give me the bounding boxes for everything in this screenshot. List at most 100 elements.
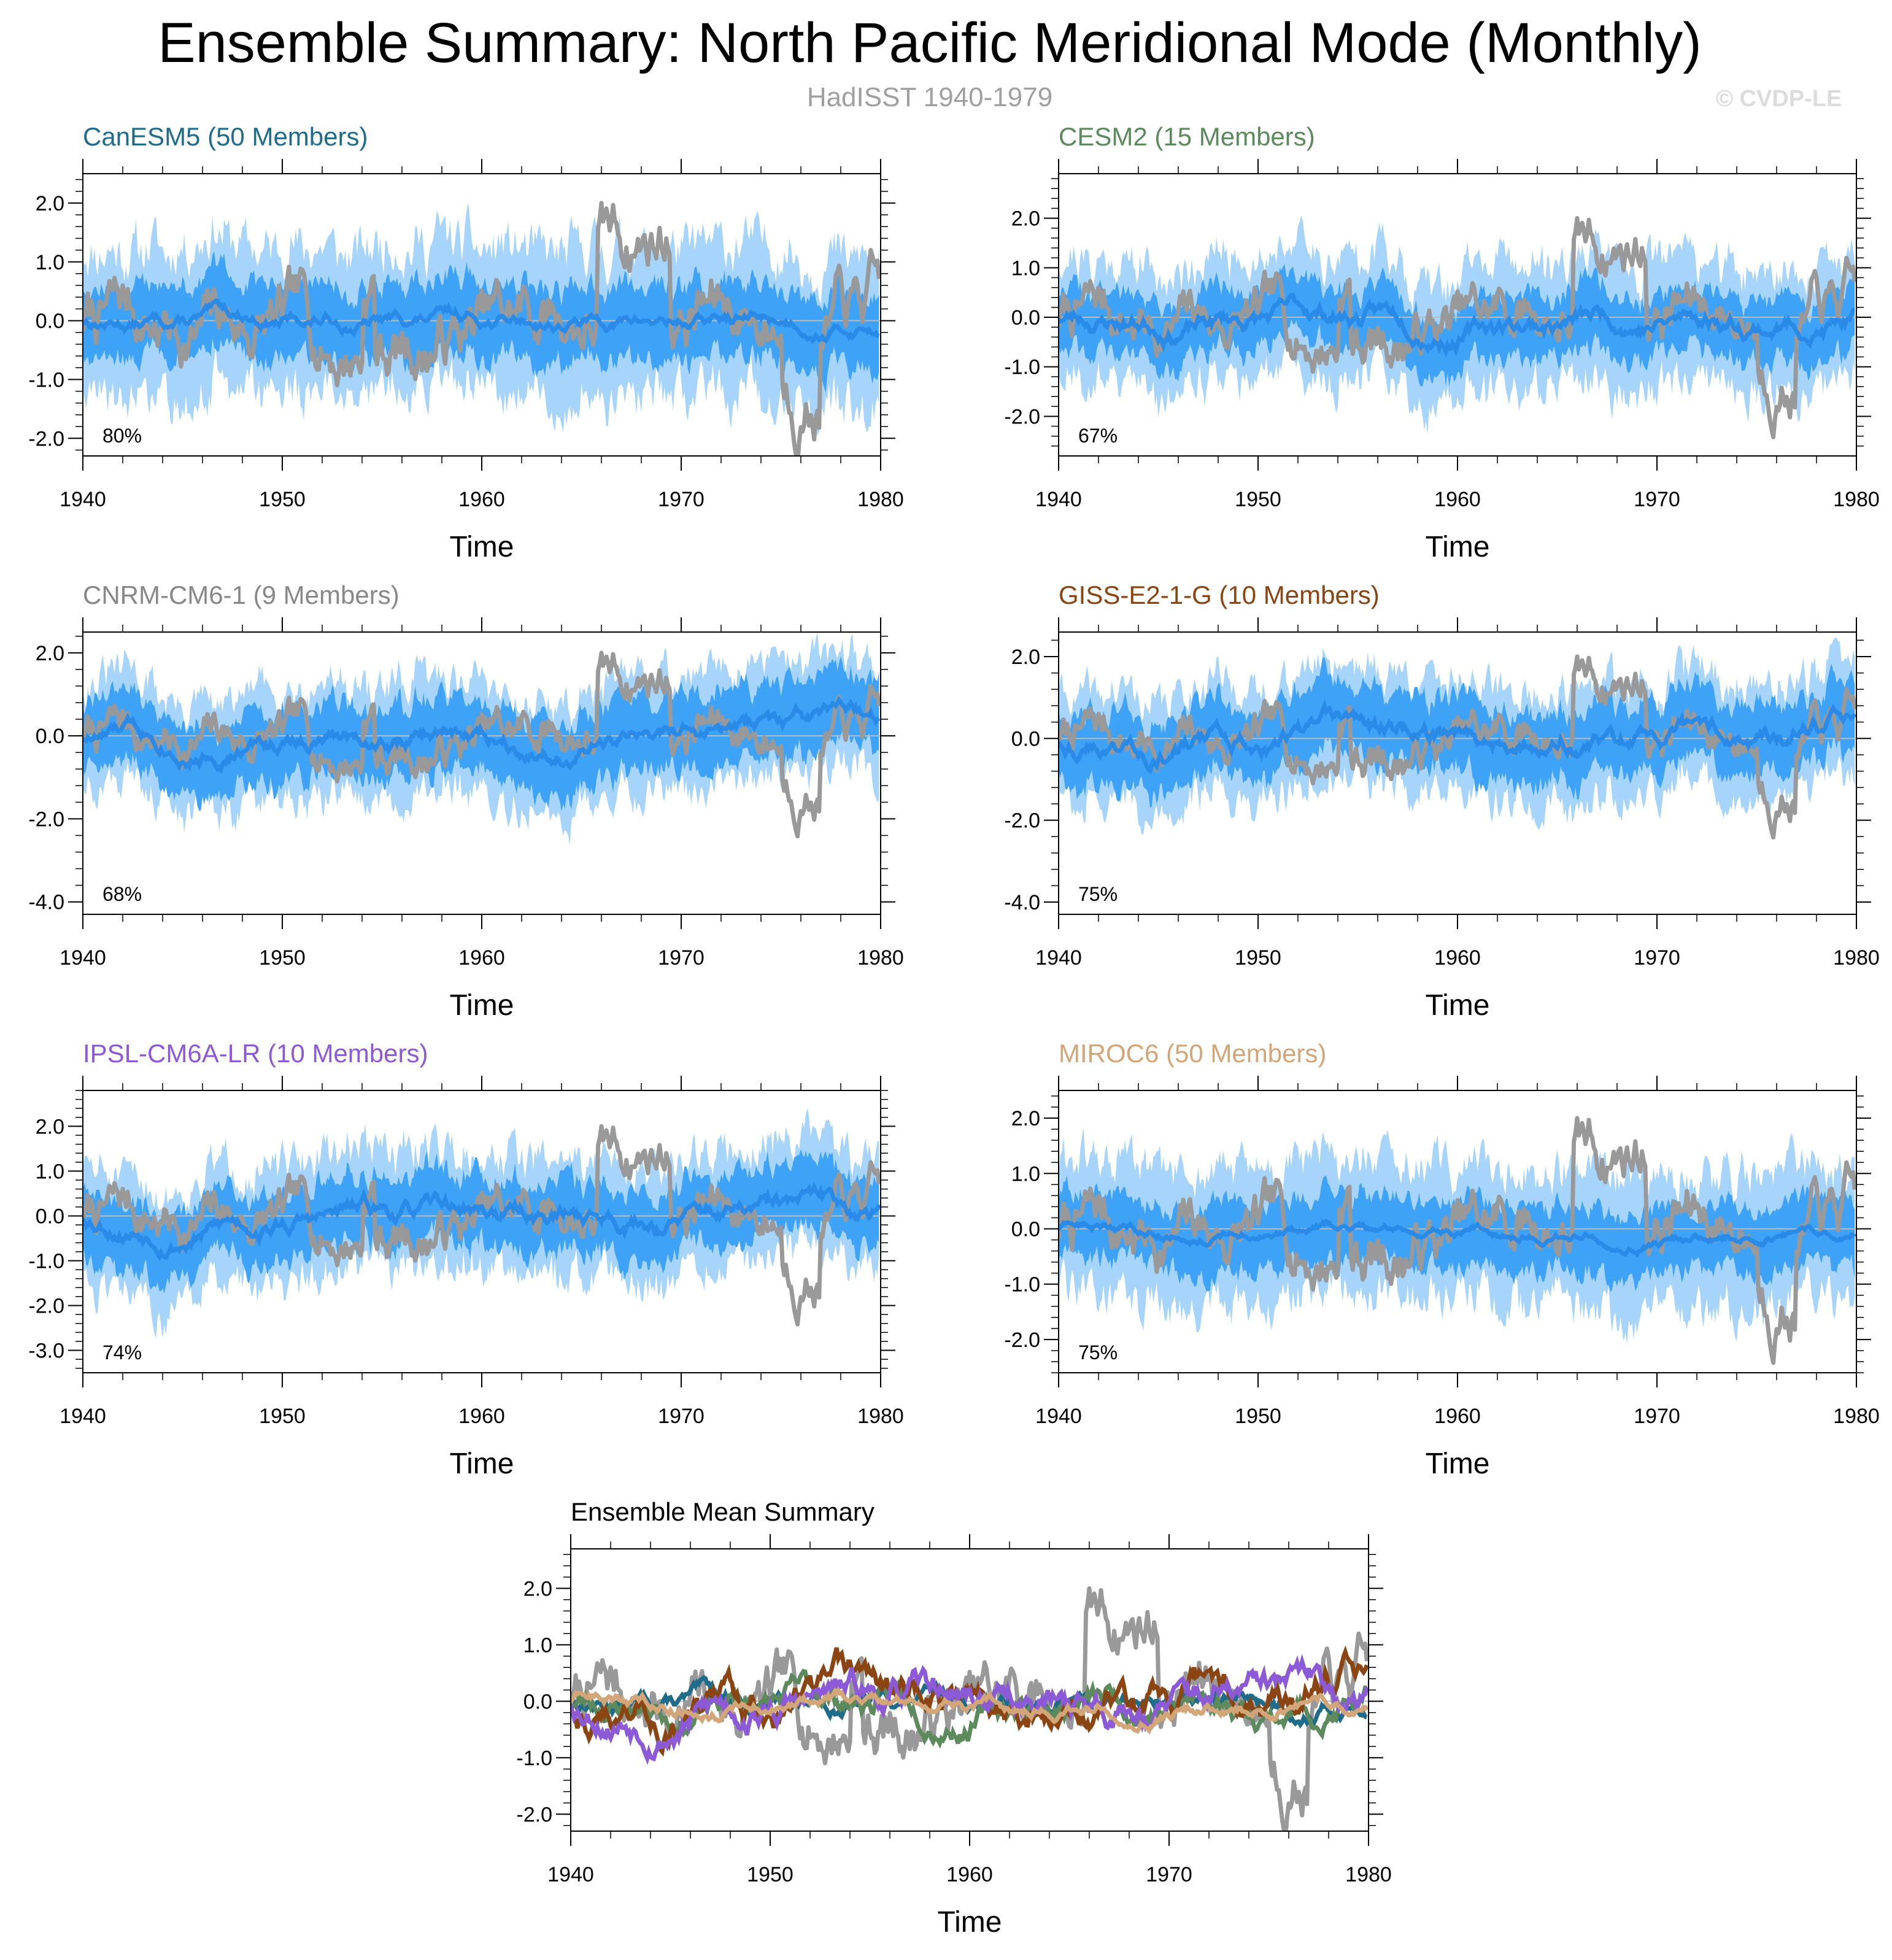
y-tick-label: 0.0 <box>36 1205 64 1228</box>
y-tick-label: -2.0 <box>1004 809 1040 833</box>
y-tick-label: -2.0 <box>28 1294 64 1318</box>
x-tick-label: 1960 <box>1434 946 1481 970</box>
x-tick-label: 1940 <box>1035 1405 1082 1428</box>
ensemble-mean-line <box>83 696 881 774</box>
x-tick-label: 1960 <box>458 1405 505 1428</box>
y-tick-label: 2.0 <box>523 1577 552 1600</box>
x-tick-label: 1940 <box>547 1863 594 1886</box>
y-tick-label: -2.0 <box>28 427 64 450</box>
panel-title: MIROC6 (50 Members) <box>1059 1039 1326 1068</box>
figure-title: Ensemble Summary: North Pacific Meridion… <box>158 12 1702 74</box>
pattern-correlation-annotation: 67% <box>1078 425 1118 447</box>
x-tick-label: 1980 <box>857 488 904 511</box>
x-tick-label: 1950 <box>1235 488 1281 511</box>
x-tick-label: 1970 <box>1146 1863 1192 1886</box>
y-tick-label: -1.0 <box>516 1746 552 1770</box>
y-tick-label: -2.0 <box>1004 1329 1040 1352</box>
x-tick-label: 1970 <box>1634 488 1680 511</box>
ensemble-mean-line <box>1059 293 1855 358</box>
ensemble-iqr-band <box>83 1149 879 1294</box>
pattern-correlation-annotation: 74% <box>102 1341 142 1364</box>
x-tick-label: 1960 <box>1434 1405 1481 1428</box>
plot-area <box>1059 637 1856 840</box>
y-tick-label: 0.0 <box>523 1690 552 1713</box>
observed-series-line <box>1059 654 1856 840</box>
y-tick-label: -2.0 <box>1004 405 1040 428</box>
panel-title: CNRM-CM6-1 (9 Members) <box>83 581 400 609</box>
pattern-correlation-annotation: 68% <box>102 883 142 905</box>
y-tick-label: 0.0 <box>1011 306 1040 330</box>
plot-area <box>1059 1116 1856 1365</box>
y-tick-label: 1.0 <box>36 251 64 274</box>
plot-area <box>571 1586 1369 1831</box>
y-tick-label: -1.0 <box>28 1249 64 1273</box>
x-axis-label: Time <box>1426 531 1490 563</box>
x-tick-label: 1960 <box>946 1863 993 1886</box>
x-axis-label: Time <box>450 531 514 563</box>
plot-area <box>83 1108 881 1339</box>
ensemble-mean-line <box>83 1182 881 1262</box>
plot-area <box>83 201 881 456</box>
chart-panel-7: -2.0 -1.0 0.0 1.0 2.0 1940 1950 1960 1970 1980 Ens… <box>516 1497 1391 1939</box>
plot-area <box>83 632 881 846</box>
y-tick-label: 2.0 <box>1011 207 1040 231</box>
x-axis-label: Time <box>450 1448 514 1480</box>
y-tick-label: -1.0 <box>28 368 64 392</box>
x-tick-label: 1970 <box>658 946 705 970</box>
x-tick-label: 1980 <box>1833 1405 1880 1428</box>
y-tick-label: 1.0 <box>36 1160 64 1183</box>
panel-title: GISS-E2-1-G (10 Members) <box>1059 581 1380 609</box>
watermark: © CVDP-LE <box>1716 86 1842 112</box>
y-tick-label: 2.0 <box>36 192 64 215</box>
y-tick-label: -2.0 <box>28 808 64 831</box>
x-axis-label: Time <box>450 989 514 1022</box>
x-tick-label: 1940 <box>60 488 106 511</box>
y-tick-label: -3.0 <box>28 1339 64 1362</box>
chart-panel-4: -4.0 -2.0 0.0 2.0 1940 1950 1960 1970 1980 GISS-E… <box>1004 581 1879 1022</box>
x-tick-label: 1980 <box>857 1405 904 1428</box>
chart-panel-2: -2.0 -1.0 0.0 1.0 2.0 1940 1950 1960 1970 1980 CES… <box>1004 122 1879 563</box>
x-tick-label: 1980 <box>857 946 904 970</box>
y-tick-label: -2.0 <box>516 1803 552 1826</box>
ensemble-iqr-band <box>83 251 879 393</box>
pattern-correlation-annotation: 75% <box>1078 883 1118 905</box>
x-tick-label: 1960 <box>458 488 505 511</box>
y-tick-label: 2.0 <box>36 642 64 665</box>
panel-title: CESM2 (15 Members) <box>1059 122 1315 151</box>
pattern-correlation-annotation: 80% <box>102 425 142 447</box>
ensemble-mean-line <box>1059 1218 1856 1258</box>
observed-series-line <box>1059 216 1856 439</box>
y-tick-label: -4.0 <box>1004 891 1040 914</box>
x-axis-label: Time <box>1426 989 1490 1022</box>
y-tick-label: 2.0 <box>1011 1107 1040 1130</box>
x-tick-label: 1950 <box>1235 1405 1281 1428</box>
x-tick-label: 1970 <box>658 1405 705 1428</box>
ensemble-mean-line <box>83 298 880 344</box>
x-axis-label: Time <box>938 1906 1002 1939</box>
chart-panel-1: -2.0 -1.0 0.0 1.0 2.0 1940 1950 1960 1970 1980 Can… <box>28 122 903 563</box>
y-tick-label: 2.0 <box>36 1115 64 1138</box>
y-tick-label: 0.0 <box>36 310 64 333</box>
model-mean-line <box>571 1654 1369 1765</box>
chart-panel-3: -4.0 -2.0 0.0 2.0 1940 1950 1960 1970 1980 CNRM-C… <box>28 581 903 1022</box>
model-mean-line <box>571 1686 1369 1735</box>
x-tick-label: 1960 <box>458 946 505 970</box>
x-tick-label: 1950 <box>259 1405 306 1428</box>
ensemble-mean-line <box>1059 699 1856 774</box>
x-tick-label: 1960 <box>1434 488 1481 511</box>
x-tick-label: 1950 <box>259 946 306 970</box>
x-tick-label: 1940 <box>1035 946 1082 970</box>
x-tick-label: 1940 <box>1035 488 1082 511</box>
x-tick-label: 1970 <box>658 488 705 511</box>
y-tick-label: 0.0 <box>36 725 64 748</box>
observed-series-line <box>83 650 881 839</box>
x-tick-label: 1980 <box>1833 946 1880 970</box>
y-tick-label: 0.0 <box>1011 727 1040 750</box>
panel-title: IPSL-CM6A-LR (10 Members) <box>83 1039 428 1068</box>
y-tick-label: 1.0 <box>1011 1162 1040 1186</box>
observed-series-line <box>1059 1116 1856 1365</box>
y-tick-label: -1.0 <box>1004 1273 1040 1297</box>
x-tick-label: 1980 <box>1345 1863 1392 1886</box>
x-tick-label: 1980 <box>1833 488 1880 511</box>
figure-subtitle: HadISST 1940-1979 <box>806 82 1053 112</box>
